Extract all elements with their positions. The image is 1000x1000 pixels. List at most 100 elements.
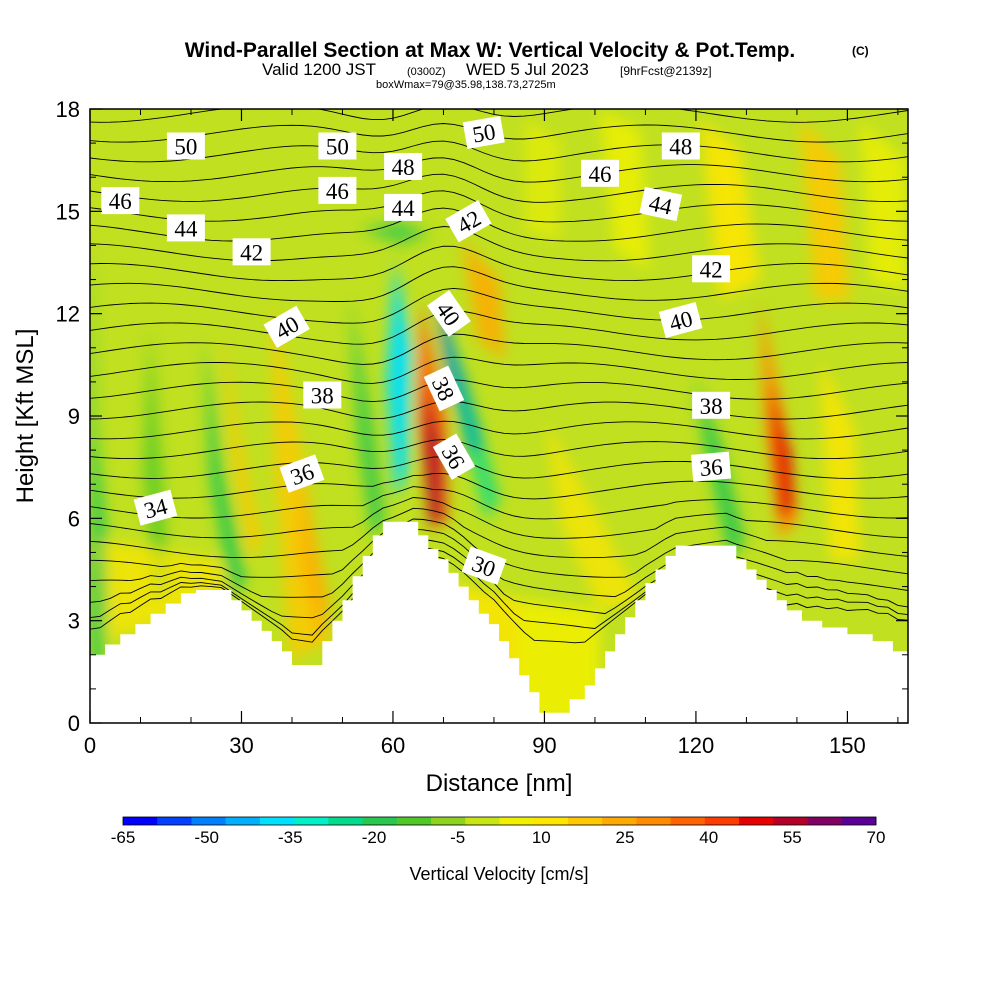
contour-label: 46 — [101, 187, 140, 215]
contour-label: 50 — [318, 132, 357, 160]
colorbar-swatch — [362, 817, 398, 825]
colorbar-swatch — [499, 817, 535, 825]
contour-label-box — [133, 489, 178, 526]
x-axis: 0 30 60 90 120 150 — [84, 109, 899, 758]
colorbar-swatch — [294, 817, 329, 825]
contour-label-text: 44 — [174, 216, 198, 241]
contour-label-box — [384, 153, 423, 180]
contour-label-text: 46 — [326, 179, 349, 204]
contour-label: 34 — [133, 489, 178, 526]
colorbar: -65 -50 -35 -20 -5 10 25 40 55 70 — [111, 816, 885, 847]
contour-label: 36 — [690, 451, 732, 482]
contour-label-text: 38 — [700, 394, 723, 419]
contour-label-text: 46 — [589, 162, 612, 187]
contour-label-text: 48 — [669, 135, 692, 160]
contour-label-box — [432, 433, 476, 480]
x-axis-label: Distance [nm] — [426, 770, 573, 797]
colorbar-label: Vertical Velocity [cm/s] — [409, 864, 588, 884]
x-tick-label: 60 — [381, 733, 405, 758]
colorbar-tick-label: 25 — [616, 828, 635, 847]
x-tick-label: 0 — [84, 733, 96, 758]
contour-label-box — [581, 159, 619, 187]
contour-label: 44 — [639, 186, 683, 222]
colorbar-tick-label: -20 — [362, 828, 387, 847]
y-axis-label: Height [Kft MSL] — [12, 329, 39, 504]
contour-label-box — [318, 132, 357, 160]
chart-title: Wind-Parallel Section at Max W: Vertical… — [185, 39, 796, 62]
colorbar-swatch — [636, 817, 672, 825]
y-tick-label: 6 — [68, 506, 80, 531]
contour-label-text: 36 — [699, 454, 724, 481]
contour-label-text: 50 — [470, 119, 497, 148]
colorbar-frame — [122, 816, 877, 826]
contour-label: 44 — [384, 193, 423, 221]
chart-subtitle-utc: (0300Z) — [407, 66, 446, 78]
contour-label: 38 — [303, 381, 342, 409]
chart-title-mark: (C) — [852, 44, 869, 58]
contour-label: 42 — [232, 238, 271, 266]
colorbar-swatch — [841, 817, 877, 825]
colorbar-swatch — [773, 817, 808, 825]
contour-label-text: 50 — [174, 135, 197, 160]
contour-label-text: 42 — [700, 257, 723, 282]
colorbar-swatch — [739, 817, 774, 825]
contour-label-box — [461, 546, 507, 585]
contour-label-box — [639, 186, 683, 222]
contour-label-box — [423, 365, 465, 412]
x-tick-label: 90 — [532, 733, 556, 758]
contour-label: 50 — [166, 132, 205, 160]
contour-label: 48 — [661, 132, 700, 160]
contour-label-box — [318, 176, 357, 204]
contour-label: 46 — [581, 159, 619, 187]
colorbar-tick-label: -5 — [450, 828, 465, 847]
y-tick-label: 0 — [68, 711, 80, 736]
x-tick-label: 120 — [678, 733, 715, 758]
colorbar-swatch — [157, 817, 192, 825]
y-tick-label: 9 — [68, 404, 80, 429]
y-tick-label: 15 — [56, 199, 80, 224]
contour-label-box — [690, 451, 732, 482]
contour-label-box — [263, 305, 310, 349]
terrain-mask — [90, 521, 908, 723]
contour-label-text: 44 — [647, 190, 675, 219]
contour-label-text: 38 — [311, 384, 334, 409]
y-tick-label: 12 — [56, 302, 80, 327]
colorbar-swatch — [465, 817, 500, 825]
contour-label: 42 — [692, 255, 731, 283]
colorbar-tick-label: 55 — [783, 828, 802, 847]
chart-subtitle-date: WED 5 Jul 2023 — [466, 60, 589, 79]
y-tick-label: 18 — [56, 97, 80, 122]
colorbar-swatch — [704, 817, 740, 825]
contour-label-text: 44 — [392, 196, 416, 221]
contour-label-text: 46 — [109, 189, 132, 214]
contour-label-box — [101, 187, 140, 215]
colorbar-swatch — [602, 817, 637, 825]
y-tick-label: 3 — [68, 609, 80, 634]
colorbar-swatch — [328, 817, 363, 825]
contour-label: 38 — [692, 391, 731, 419]
contour-label-box — [303, 381, 342, 409]
contour-label-box — [166, 132, 205, 160]
x-tick-label: 150 — [829, 733, 866, 758]
contour-label-box — [658, 302, 703, 338]
contour-label: 46 — [318, 176, 357, 204]
contour-label-box — [279, 454, 325, 493]
colorbar-swatch — [123, 817, 158, 825]
contour-label-box — [692, 391, 731, 419]
contour-label-box — [384, 193, 423, 221]
contour-label: 44 — [166, 214, 205, 242]
colorbar-tick-label: -50 — [194, 828, 219, 847]
colorbar-tick-label: -35 — [278, 828, 303, 847]
potential-temperature-contours — [90, 109, 908, 644]
contour-label: 50 — [462, 115, 505, 150]
x-tick-label: 30 — [229, 733, 253, 758]
contour-label-text: 42 — [240, 240, 263, 265]
chart-subtitle-valid: Valid 1200 JST — [262, 60, 376, 79]
colorbar-swatch — [567, 817, 603, 825]
contour-label-text: 50 — [326, 135, 349, 160]
contour-label-box — [661, 132, 700, 160]
